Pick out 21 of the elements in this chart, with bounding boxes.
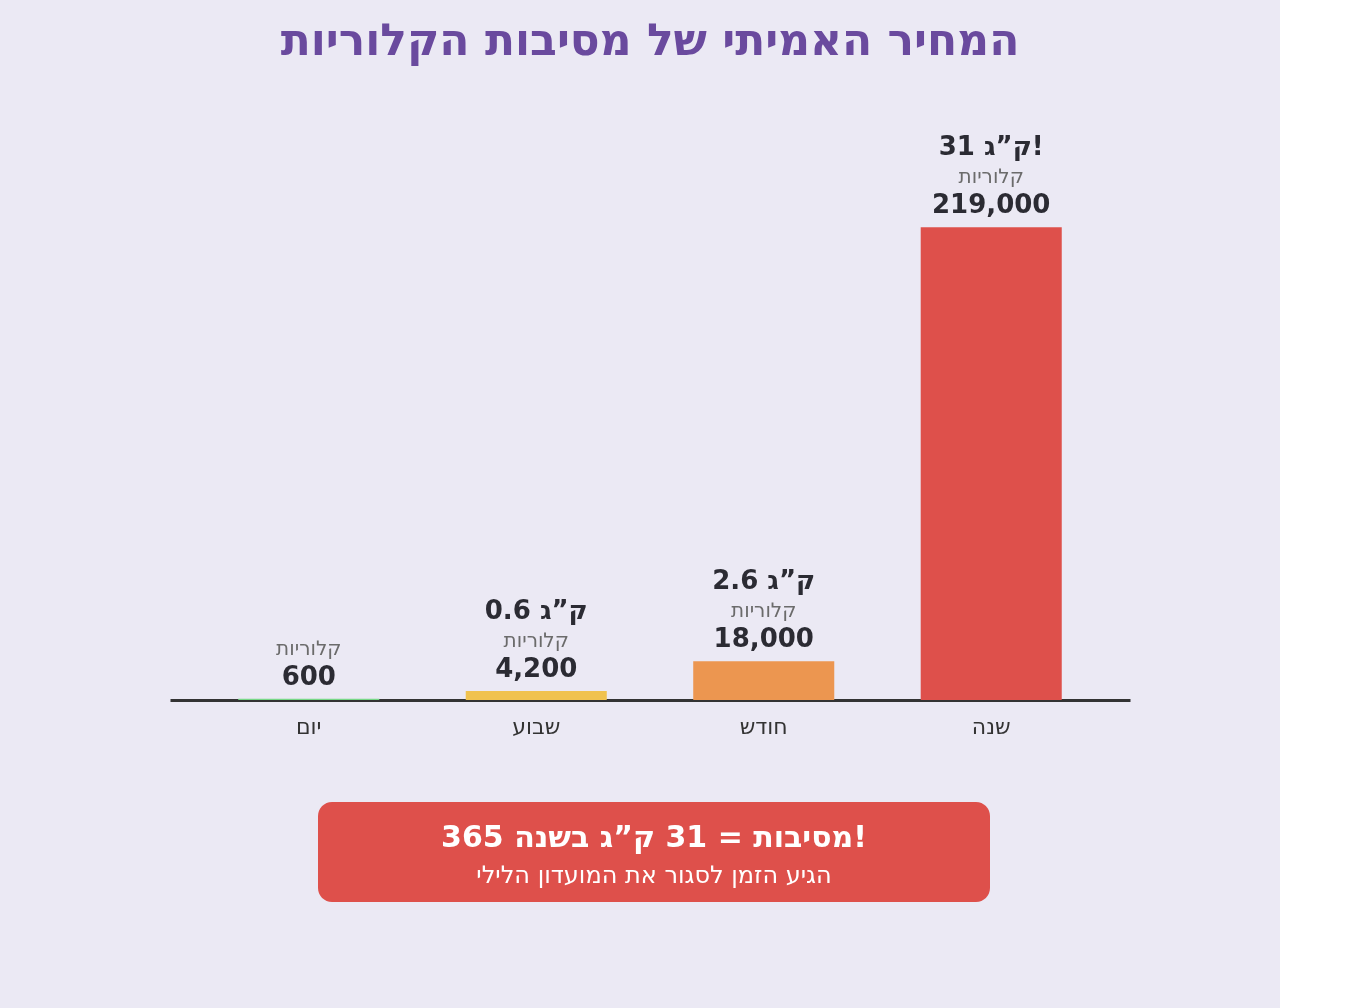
chart-title: המחיר האמיתי של מסיבות הקלוריות <box>280 14 1020 67</box>
x-tick-label: שנה <box>971 713 1011 739</box>
annotation: קלוריות <box>731 598 797 623</box>
x-tick-label: שבוע <box>512 713 561 739</box>
bar <box>465 690 607 700</box>
text: 365 מסיבות = 31 ק”ג בשנה! <box>441 819 867 854</box>
bar <box>693 661 835 700</box>
data-label: 4,200 <box>495 652 578 683</box>
bar <box>920 227 1062 700</box>
x-tick-label: חודש <box>739 713 788 739</box>
x-tick-label: יום <box>296 713 322 739</box>
data-label: 18,000 <box>713 623 814 654</box>
data-label: 219,000 <box>932 189 1051 220</box>
annotation: 2.6 ק”ג <box>712 565 816 596</box>
annotation: קלוריות <box>276 635 342 660</box>
annotation: קלוריות <box>503 627 569 652</box>
data-label: 600 <box>281 660 336 691</box>
annotation: 0.6 ק”ג <box>484 594 588 625</box>
annotation: 31 ק”ג! <box>938 131 1044 162</box>
text: הגיע הזמן לסגור את המועדון הלילי <box>476 861 832 889</box>
annotation: קלוריות <box>958 164 1024 189</box>
